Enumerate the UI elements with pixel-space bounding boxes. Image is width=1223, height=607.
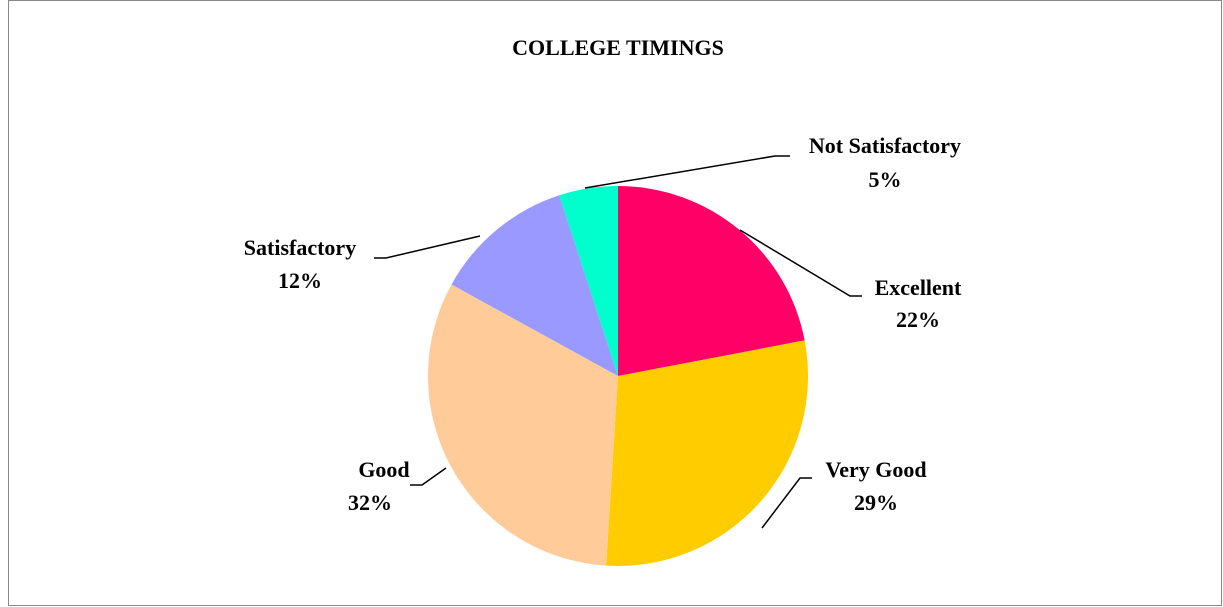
slice-label: Satisfactory xyxy=(244,235,356,260)
pie-slice xyxy=(559,186,618,376)
slice-value-label: 12% xyxy=(278,268,322,293)
slice-value-label: 22% xyxy=(896,307,940,332)
pie-slice xyxy=(606,340,809,566)
slice-label: Not Satisfactory xyxy=(809,133,961,158)
pie-slice xyxy=(451,195,618,376)
leader-line xyxy=(761,477,812,529)
pie-slice xyxy=(428,284,618,566)
slice-label: Good xyxy=(358,457,409,482)
slice-value-label: 5% xyxy=(869,167,902,192)
leader-line xyxy=(584,155,790,189)
slice-label: Excellent xyxy=(875,275,962,300)
chart-title: COLLEGE TIMINGS xyxy=(512,35,724,60)
leader-line xyxy=(410,467,447,486)
pie-slice xyxy=(618,186,805,376)
slice-label: Very Good xyxy=(825,457,926,482)
slice-value-label: 29% xyxy=(854,490,898,515)
leader-line xyxy=(739,229,862,297)
slice-value-label: 32% xyxy=(348,490,392,515)
leader-line xyxy=(374,235,481,259)
